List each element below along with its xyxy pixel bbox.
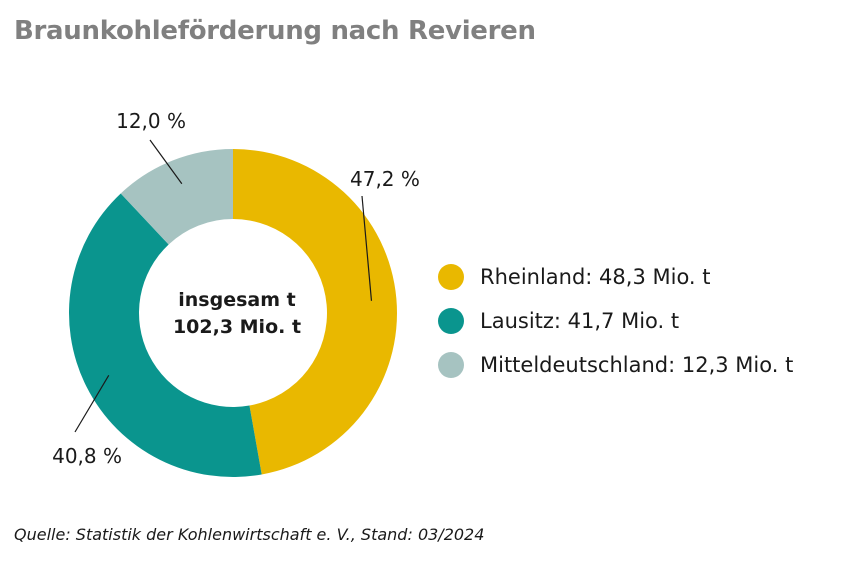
legend-swatch-rheinland [438, 264, 464, 290]
leader-line-lausitz [74, 375, 110, 433]
center-label-line-2: 102,3 Mio. t [173, 316, 301, 338]
leader-line-rheinland [361, 195, 373, 301]
legend-item-mitteldeutschland: Mitteldeutschland: 12,3 Mio. t [438, 343, 793, 387]
legend-swatch-mitteldeutschland [438, 352, 464, 378]
legend-label-lausitz: Lausitz: 41,7 Mio. t [480, 309, 680, 333]
legend: Rheinland: 48,3 Mio. t Lausitz: 41,7 Mio… [438, 255, 793, 387]
center-label-line-1: insgesam t [178, 289, 295, 311]
legend-swatch-lausitz [438, 308, 464, 334]
source-note: Quelle: Statistik der Kohlenwirtschaft e… [14, 525, 485, 544]
legend-label-rheinland: Rheinland: 48,3 Mio. t [480, 265, 711, 289]
percent-label-lausitz: 40,8 % [52, 444, 122, 468]
percent-label-rheinland: 47,2 % [350, 167, 420, 191]
donut-slice-mitteldeutschland [120, 149, 233, 245]
chart-title: Braunkohleförderung nach Revieren [14, 16, 536, 46]
donut-slice-rheinland [233, 149, 397, 475]
legend-item-rheinland: Rheinland: 48,3 Mio. t [438, 255, 793, 299]
donut-slice-lausitz [69, 193, 262, 477]
legend-label-mitteldeutschland: Mitteldeutschland: 12,3 Mio. t [480, 353, 794, 377]
leader-line-mitteldeutschland [149, 139, 183, 185]
legend-item-lausitz: Lausitz: 41,7 Mio. t [438, 299, 793, 343]
percent-label-mitteldeutschland: 12,0 % [116, 109, 186, 133]
